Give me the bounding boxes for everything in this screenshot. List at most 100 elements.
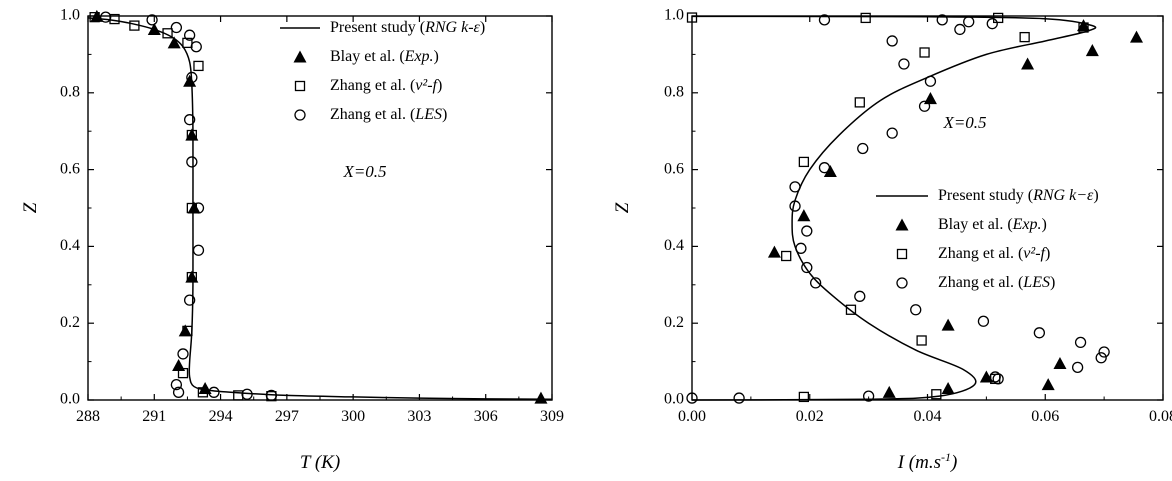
data-point-triangle xyxy=(823,165,837,178)
legend-label-italic: Exp. xyxy=(1012,216,1042,233)
data-point-square xyxy=(781,250,792,262)
data-point-square xyxy=(860,12,871,24)
data-point-square xyxy=(197,387,209,398)
data-point-circle xyxy=(1098,346,1110,358)
legend-marker-triangle xyxy=(293,50,307,63)
x-axis-title-sup: -1 xyxy=(941,450,951,464)
legend-label: Zhang et al. (LES) xyxy=(938,274,1055,291)
series-line xyxy=(691,15,1097,401)
data-point-circle xyxy=(977,315,990,327)
data-point-square xyxy=(129,20,140,31)
y-axis-title: Z xyxy=(20,202,41,213)
data-point-circle xyxy=(801,225,813,237)
legend-label-plain: Zhang et al. ( xyxy=(330,106,415,123)
data-point-circle xyxy=(898,58,910,70)
data-point-circle xyxy=(989,371,1001,383)
data-point-square xyxy=(186,202,197,214)
data-point-circle xyxy=(170,378,183,391)
data-point-triangle xyxy=(534,391,548,404)
y-axis-title: Z xyxy=(612,202,633,213)
data-point-circle xyxy=(183,294,196,306)
data-point-circle xyxy=(1071,361,1084,374)
legend-label-tail: ) xyxy=(1042,216,1047,233)
data-point-circle xyxy=(183,114,196,126)
legend-marker-circle xyxy=(294,109,306,121)
data-point-triangle xyxy=(1021,57,1035,70)
data-point-circle xyxy=(910,304,922,316)
data-point-triangle xyxy=(882,385,896,398)
x-tick-label: 303 xyxy=(407,408,431,425)
data-point-square xyxy=(854,97,865,108)
y-tick-label: 0.6 xyxy=(60,160,80,177)
data-point-triangle xyxy=(767,245,781,258)
series-square xyxy=(686,12,1089,403)
legend-label-italic: Exp. xyxy=(404,48,434,65)
data-point-triangle xyxy=(185,270,199,283)
series-line xyxy=(87,17,553,400)
data-point-triangle xyxy=(1130,30,1144,43)
legend-label-tail: ) xyxy=(1045,245,1050,262)
legend-label-plain: Blay et al. ( xyxy=(938,216,1013,233)
series-square xyxy=(89,12,277,402)
x-axis-title-main: I (m.s xyxy=(897,452,941,473)
legend-label: Present study (RNG k-ε) xyxy=(330,19,485,36)
legend-label: Blay et al. (Exp.) xyxy=(938,216,1047,233)
data-point-square xyxy=(1019,31,1030,43)
y-tick-label: 0.2 xyxy=(664,314,684,331)
legend-label-tail: ) xyxy=(437,77,442,94)
legend-label: Zhang et al. (v²-f) xyxy=(330,77,442,94)
data-point-triangle xyxy=(979,370,993,383)
legend-label-italic: v²-f xyxy=(1023,245,1047,262)
data-point-triangle xyxy=(797,209,811,222)
series-triangle xyxy=(767,19,1144,398)
legend-label-italic: LES xyxy=(414,106,442,123)
y-tick-label: 0.8 xyxy=(60,83,80,100)
data-point-square xyxy=(919,47,930,58)
data-point-triangle xyxy=(1077,19,1091,32)
data-point-square xyxy=(186,271,197,283)
data-point-circle xyxy=(686,392,698,404)
data-point-triangle xyxy=(167,36,181,49)
legend-label-plain: Zhang et al. ( xyxy=(938,245,1023,262)
data-point-circle xyxy=(192,244,205,256)
data-point-circle xyxy=(1033,327,1046,339)
x-tick-label: 0.04 xyxy=(914,408,942,425)
y-tick-label: 0.0 xyxy=(664,391,684,408)
data-point-circle xyxy=(241,388,253,400)
y-tick-label: 0.8 xyxy=(664,83,684,100)
data-point-circle xyxy=(954,23,966,36)
x-tick-label: 300 xyxy=(341,408,365,425)
y-tick-label: 0.4 xyxy=(60,237,80,254)
data-point-circle xyxy=(854,290,866,302)
data-point-square xyxy=(89,12,100,23)
chart-panel-2: 0.00 0.02 0.04 0.06 0.08 0.0 0.2 0.4 0.6 0.8 1.0 I … xyxy=(612,7,1172,473)
legend-marker-square xyxy=(294,80,306,92)
x-tick-label: 291 xyxy=(142,408,166,425)
legend-label-italic: v²-f xyxy=(415,77,439,94)
data-point-circle xyxy=(170,21,183,34)
data-point-circle xyxy=(992,373,1004,385)
data-point-square xyxy=(798,156,810,168)
legend-label-tail: ) xyxy=(434,48,439,65)
x-tick-label: 0.00 xyxy=(678,408,706,425)
y-tick-label: 1.0 xyxy=(664,7,684,24)
data-point-square xyxy=(686,12,698,23)
legend-label-plain: Blay et al. ( xyxy=(330,48,405,65)
data-point-circle xyxy=(936,14,948,26)
data-point-circle xyxy=(172,386,185,398)
data-point-circle xyxy=(862,390,875,402)
annotation-label: X=0.5 xyxy=(942,113,986,132)
data-point-circle xyxy=(208,386,220,398)
data-point-square xyxy=(993,12,1004,24)
data-point-square xyxy=(177,367,189,379)
data-point-circle xyxy=(192,202,205,214)
data-point-square xyxy=(182,325,193,337)
data-point-triangle xyxy=(90,9,104,22)
x-tick-label: 297 xyxy=(275,408,299,425)
x-tick-label: 309 xyxy=(540,408,564,425)
chart-panel-1: 288 291 294 297 300 303 306 309 0.0 0.2 0.4 0.6 0.8 1… xyxy=(20,7,564,473)
data-point-triangle xyxy=(1053,357,1067,370)
data-point-circle xyxy=(1074,336,1087,349)
legend-marker-triangle xyxy=(895,218,909,231)
